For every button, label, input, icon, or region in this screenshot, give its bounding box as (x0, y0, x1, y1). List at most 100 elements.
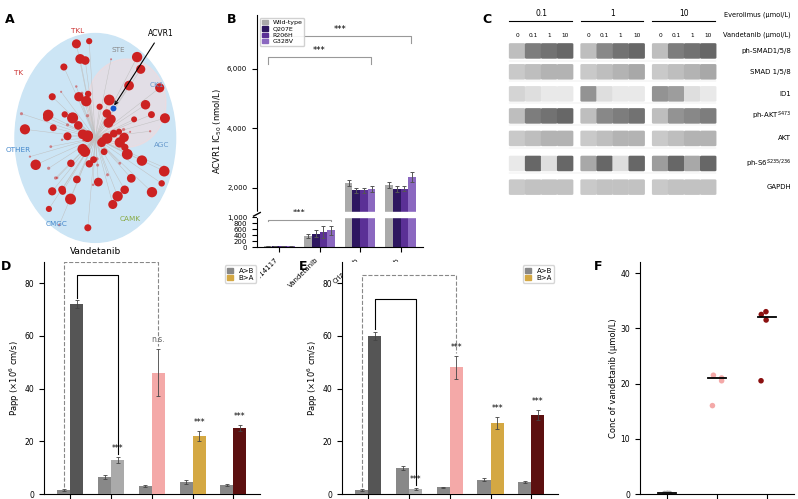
Point (24, 153, 37, 161)
Point (131, 53, 144, 61)
FancyBboxPatch shape (580, 64, 597, 80)
FancyBboxPatch shape (525, 64, 541, 80)
Text: AKT: AKT (778, 135, 791, 141)
Text: ***: *** (492, 404, 503, 413)
Text: D: D (1, 259, 11, 272)
Text: 0.1: 0.1 (528, 33, 538, 38)
Point (49, 174, 62, 182)
Bar (360, 191, 368, 247)
FancyBboxPatch shape (541, 64, 557, 80)
Point (123, 82, 136, 90)
Legend: A>B, B>A: A>B, B>A (225, 265, 256, 282)
Text: 0.1: 0.1 (535, 9, 547, 18)
FancyBboxPatch shape (652, 131, 669, 146)
FancyBboxPatch shape (525, 131, 541, 146)
FancyBboxPatch shape (509, 43, 525, 59)
FancyBboxPatch shape (557, 43, 574, 59)
FancyBboxPatch shape (668, 131, 685, 146)
Bar (518, 482, 531, 494)
Point (113, 159, 126, 167)
Bar (180, 482, 192, 494)
FancyBboxPatch shape (580, 156, 597, 171)
Point (715, 374, 728, 382)
Bar (491, 423, 504, 494)
FancyBboxPatch shape (668, 64, 685, 80)
Point (658, 490, 671, 498)
Point (124, 128, 136, 136)
Point (117, 126, 130, 134)
Point (73, 93, 85, 101)
FancyBboxPatch shape (557, 179, 574, 195)
Point (81, 112, 94, 120)
Text: ***: *** (193, 418, 205, 427)
Point (77, 136, 90, 144)
Point (145, 111, 158, 119)
Point (125, 174, 138, 182)
Text: 1: 1 (618, 33, 622, 38)
Bar (233, 428, 247, 494)
FancyBboxPatch shape (596, 43, 613, 59)
Text: ***: *** (334, 25, 346, 34)
FancyBboxPatch shape (684, 131, 701, 146)
FancyBboxPatch shape (684, 108, 701, 124)
FancyBboxPatch shape (668, 179, 685, 195)
Bar (477, 480, 491, 494)
FancyBboxPatch shape (525, 156, 541, 171)
FancyBboxPatch shape (612, 86, 629, 102)
Point (47, 124, 60, 132)
Text: 10: 10 (633, 33, 640, 38)
FancyBboxPatch shape (612, 43, 629, 59)
Text: 10: 10 (705, 33, 712, 38)
Point (101, 134, 113, 142)
FancyBboxPatch shape (668, 43, 685, 59)
Point (70, 82, 83, 90)
FancyBboxPatch shape (525, 108, 541, 124)
Text: 0: 0 (516, 33, 519, 38)
Point (159, 114, 172, 122)
FancyBboxPatch shape (557, 64, 574, 80)
Point (64, 195, 77, 203)
FancyBboxPatch shape (596, 179, 613, 195)
Point (81, 133, 94, 141)
Y-axis label: ACVR1 IC$_{50}$ (nmol/L): ACVR1 IC$_{50}$ (nmol/L) (211, 88, 224, 174)
Point (56, 186, 69, 194)
Bar (385, 185, 393, 247)
Point (91, 155, 104, 163)
Text: CMGC: CMGC (46, 221, 68, 227)
Point (80, 97, 93, 105)
Point (87, 156, 100, 164)
Text: 0.1: 0.1 (672, 33, 681, 38)
Point (105, 55, 117, 63)
Point (42, 205, 55, 213)
Point (101, 110, 113, 118)
FancyBboxPatch shape (541, 108, 557, 124)
FancyBboxPatch shape (668, 156, 685, 171)
FancyBboxPatch shape (668, 86, 685, 102)
Text: CAMK: CAMK (120, 216, 140, 222)
Point (87, 181, 100, 189)
Bar (57, 490, 70, 494)
FancyBboxPatch shape (612, 64, 629, 80)
Bar (70, 304, 84, 494)
Point (18, 125, 31, 133)
FancyBboxPatch shape (652, 108, 669, 124)
Bar (220, 485, 233, 494)
Point (113, 128, 125, 136)
Point (755, 377, 768, 385)
FancyBboxPatch shape (700, 131, 717, 146)
Ellipse shape (88, 59, 166, 147)
Bar (401, 189, 409, 247)
Point (661, 490, 674, 498)
Text: 1: 1 (610, 9, 615, 18)
Bar (327, 230, 335, 247)
Text: TK: TK (14, 70, 23, 76)
FancyBboxPatch shape (580, 86, 597, 102)
Bar (531, 415, 544, 494)
Y-axis label: Papp (×10$^6$ cm/s): Papp (×10$^6$ cm/s) (7, 340, 22, 416)
Point (70, 40, 83, 48)
Point (144, 127, 156, 135)
FancyBboxPatch shape (668, 108, 685, 124)
FancyBboxPatch shape (700, 43, 717, 59)
Text: B: B (227, 12, 236, 25)
FancyBboxPatch shape (629, 131, 645, 146)
